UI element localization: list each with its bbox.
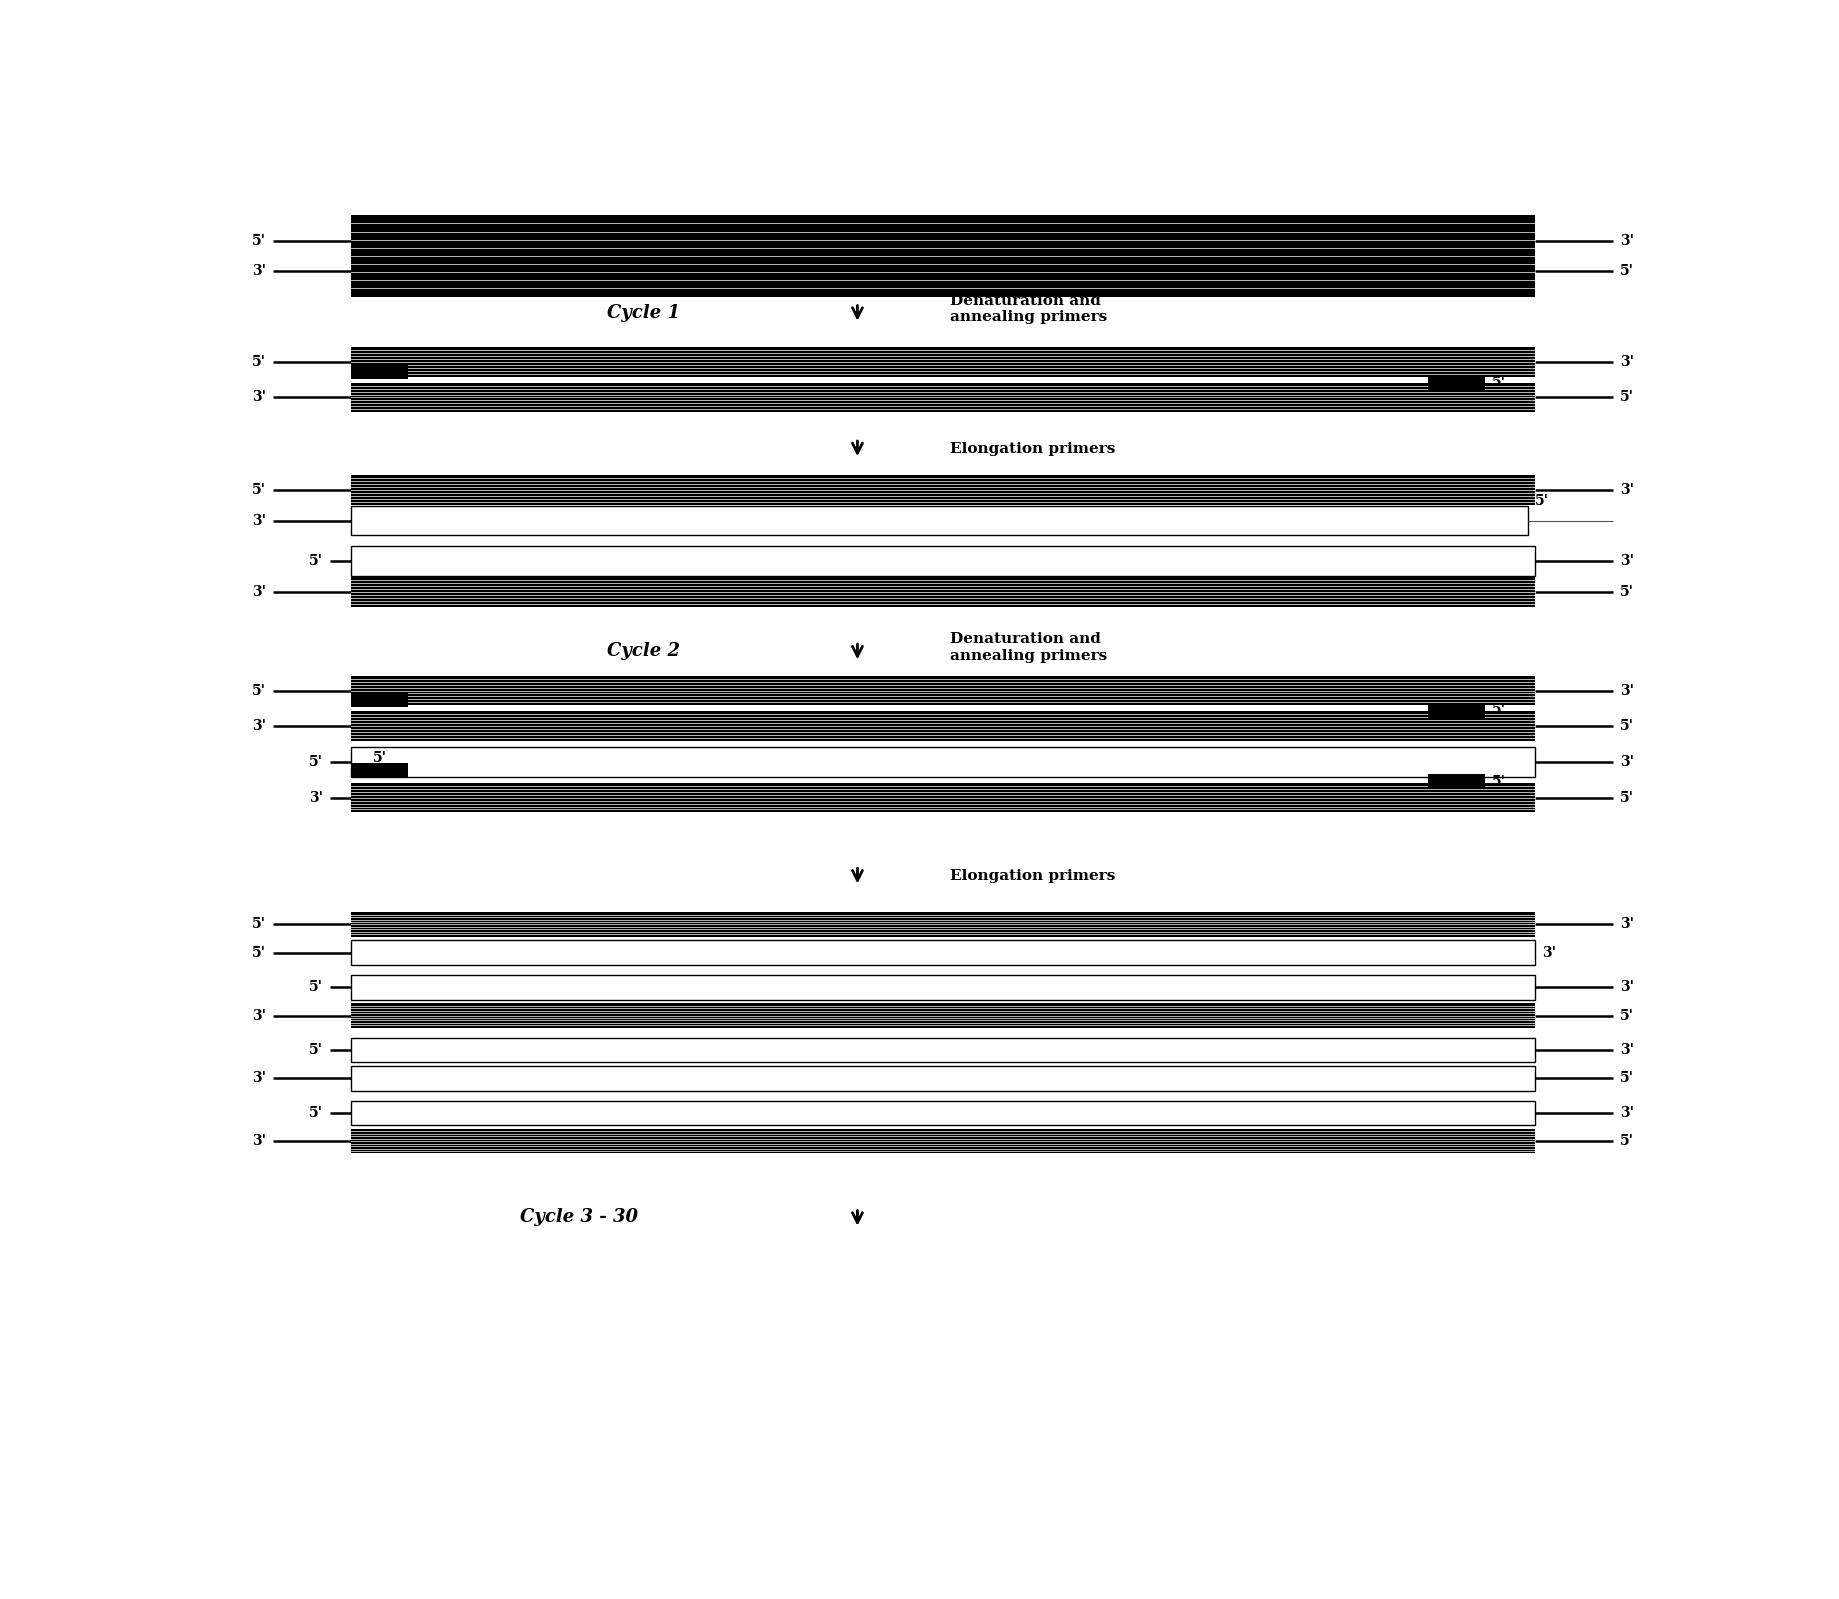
Text: 5': 5': [309, 1043, 322, 1057]
Bar: [351, 382, 1534, 413]
Bar: [351, 1100, 1534, 1126]
Text: 3': 3': [1620, 555, 1633, 568]
Text: 5': 5': [1491, 376, 1504, 390]
Text: 5': 5': [252, 355, 265, 369]
Text: Denaturation and
annealing primers: Denaturation and annealing primers: [949, 294, 1107, 325]
Bar: [351, 1067, 1534, 1091]
Text: Denaturation and
annealing primers: Denaturation and annealing primers: [949, 632, 1107, 662]
Bar: [351, 911, 1534, 937]
Bar: [351, 763, 408, 779]
Text: 5': 5': [252, 233, 265, 248]
Text: 3': 3': [1620, 683, 1633, 697]
Text: 5': 5': [373, 752, 386, 766]
Text: 3': 3': [252, 513, 265, 528]
Text: 3': 3': [1620, 233, 1633, 248]
Text: 3': 3': [1620, 980, 1633, 995]
Bar: [351, 676, 1534, 705]
Bar: [351, 1129, 1534, 1153]
Text: 5': 5': [1491, 774, 1504, 788]
Text: 3': 3': [309, 790, 322, 804]
Text: 5': 5': [373, 680, 386, 694]
Text: 5': 5': [1534, 494, 1548, 508]
Bar: [351, 1038, 1534, 1062]
Bar: [351, 1003, 1534, 1028]
Bar: [351, 365, 408, 379]
Text: 3': 3': [1541, 945, 1556, 959]
Text: 5': 5': [1620, 790, 1633, 804]
Text: 3': 3': [1620, 755, 1633, 769]
Bar: [1427, 376, 1484, 390]
Text: 3': 3': [252, 1009, 265, 1023]
Text: 5': 5': [1620, 264, 1633, 278]
Text: 3': 3': [252, 585, 265, 600]
Bar: [351, 216, 1534, 296]
Text: 3': 3': [252, 720, 265, 734]
Bar: [1427, 704, 1484, 718]
Text: Elongation primers: Elongation primers: [949, 443, 1114, 456]
Text: 5': 5': [309, 755, 322, 769]
Text: 5': 5': [309, 555, 322, 568]
Bar: [351, 940, 1534, 966]
Text: 5': 5': [1620, 1134, 1633, 1148]
Text: 3': 3': [252, 1071, 265, 1086]
Text: Cycle 2: Cycle 2: [607, 643, 680, 660]
Bar: [351, 712, 1534, 740]
Text: 5': 5': [1620, 390, 1633, 405]
Bar: [351, 505, 1526, 536]
Text: 5': 5': [252, 918, 265, 932]
Bar: [351, 547, 1534, 576]
Text: 5': 5': [309, 980, 322, 995]
Text: 3': 3': [252, 264, 265, 278]
Text: 3': 3': [1620, 1043, 1633, 1057]
Text: 5': 5': [252, 945, 265, 959]
Text: 3': 3': [252, 1134, 265, 1148]
Text: Elongation primers: Elongation primers: [949, 870, 1114, 883]
Text: Cycle 3 - 30: Cycle 3 - 30: [520, 1209, 638, 1226]
Bar: [351, 784, 1534, 812]
Text: 3': 3': [1620, 483, 1633, 497]
Bar: [351, 577, 1534, 606]
Text: 3': 3': [252, 390, 265, 405]
Bar: [1427, 774, 1484, 788]
Text: 5': 5': [1491, 704, 1504, 718]
Text: 3': 3': [1620, 1107, 1633, 1119]
Text: 3': 3': [1620, 355, 1633, 369]
Bar: [351, 475, 1534, 505]
Text: 5': 5': [373, 352, 386, 366]
Text: 5': 5': [1620, 720, 1633, 734]
Bar: [351, 347, 1534, 376]
Bar: [351, 747, 1534, 777]
Text: 3': 3': [1620, 918, 1633, 932]
Text: 5': 5': [1620, 1071, 1633, 1086]
Text: Cycle 1: Cycle 1: [607, 304, 680, 321]
Text: 5': 5': [252, 483, 265, 497]
Bar: [351, 692, 408, 707]
Text: 5': 5': [1620, 1009, 1633, 1023]
Text: 5': 5': [1620, 585, 1633, 600]
Bar: [351, 975, 1534, 999]
Text: 5': 5': [252, 683, 265, 697]
Text: 5': 5': [309, 1107, 322, 1119]
